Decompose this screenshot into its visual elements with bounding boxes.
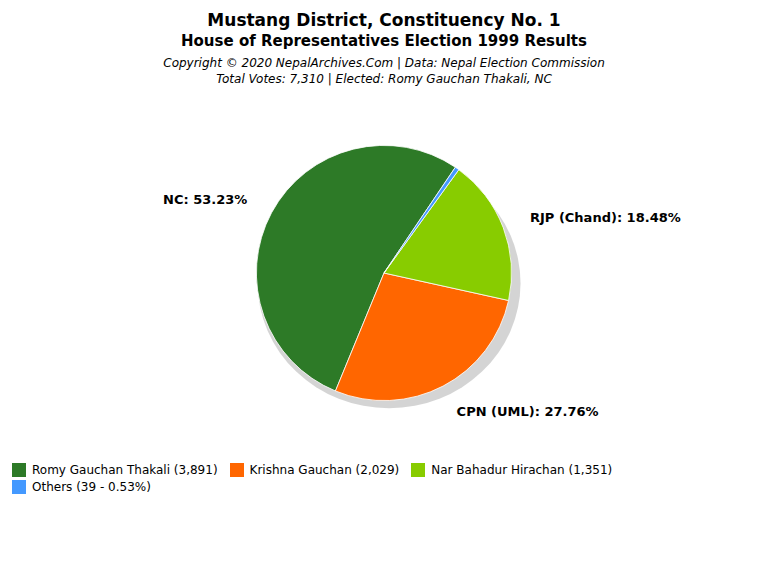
html-text:Others (39 - 0.53%): Others (39 - 0.53%) — [32, 479, 151, 494]
html-text:Romy Gauchan Thakali (3,891): Romy Gauchan Thakali (3,891) — [32, 463, 218, 478]
html-text:Nar Bahadur Hirachan (1,351): Nar Bahadur Hirachan (1,351) — [431, 463, 613, 478]
html-text:Total Votes: 7,310 | Elected:: Total Votes: 7,310 | Elected: Romy Gauch… — [216, 72, 552, 86]
svg-text:RJP (Chand): 18.48%: RJP (Chand): 18.48% — [530, 210, 681, 225]
html-text:Copyright © 2020 NepalArchives: Copyright © 2020 NepalArchives.Com | Dat… — [163, 56, 605, 70]
html-text:House of Representatives Elect: House of Representatives Election 1999 R… — [181, 32, 587, 50]
svg-text:CPN (UML): 27.76%: CPN (UML): 27.76% — [457, 404, 599, 419]
svg-text:NC: 53.23%: NC: 53.23% — [163, 192, 247, 207]
html-text:Mustang District, Constituency: Mustang District, Constituency No. 1 — [207, 10, 561, 30]
html-text:Krishna Gauchan (2,029): Krishna Gauchan (2,029) — [249, 463, 400, 478]
